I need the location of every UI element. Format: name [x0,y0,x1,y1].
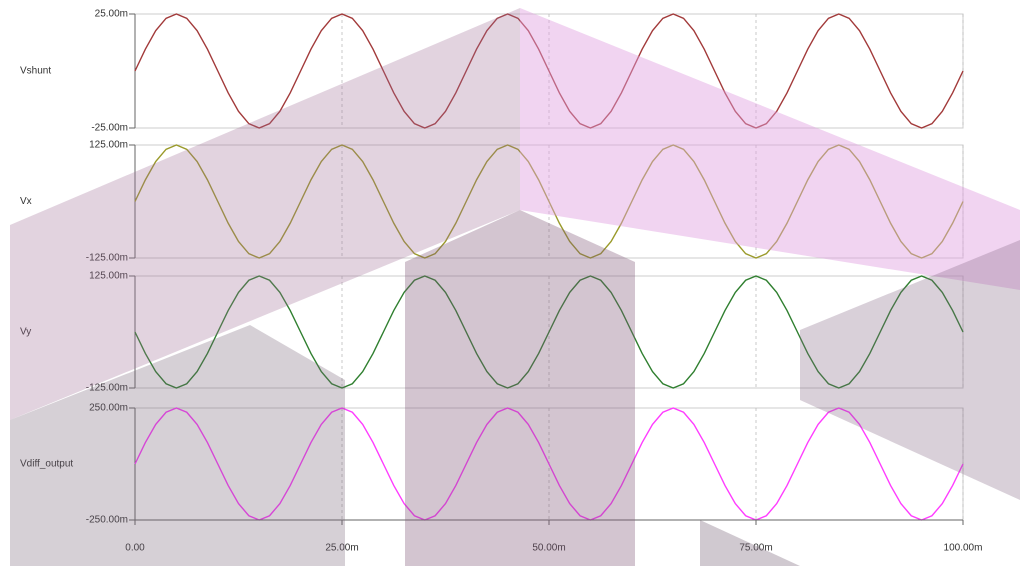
y-tick-label: -125.00m [86,383,128,394]
series-line [134,13,964,129]
overlay-shape [800,240,1020,500]
overlay-shapes [10,8,1020,566]
y-tick-label: -25.00m [91,123,128,134]
y-tick-label: -250.00m [86,515,128,526]
y-tick-label: -125.00m [86,253,128,264]
x-tick-label: 0.00 [125,543,145,554]
overlay-shape [700,520,800,566]
x-tick-label: 25.00m [325,543,358,554]
x-tick-label: 50.00m [532,543,565,554]
series-label: Vshunt [20,66,51,77]
x-tick-label: 75.00m [739,543,772,554]
series-line [134,144,964,259]
series-line [134,407,964,521]
series-line [134,275,964,389]
y-tick-label: 250.00m [89,403,128,414]
y-tick-label: 125.00m [89,140,128,151]
x-tick-label: 100.00m [944,543,983,554]
overlay-shape [10,8,520,420]
overlay-shape [405,210,635,566]
series-label: Vdiff_output [20,459,73,470]
series-label: Vx [20,196,32,207]
overlay-shape [520,8,1020,290]
overlay-shape [10,325,345,566]
y-tick-label: 125.00m [89,271,128,282]
y-tick-label: 25.00m [95,9,128,20]
series-label: Vy [20,327,31,338]
plots: -25.00m 25.00m Vshunt -125.00m 125.00m Vx -125… [20,9,982,554]
